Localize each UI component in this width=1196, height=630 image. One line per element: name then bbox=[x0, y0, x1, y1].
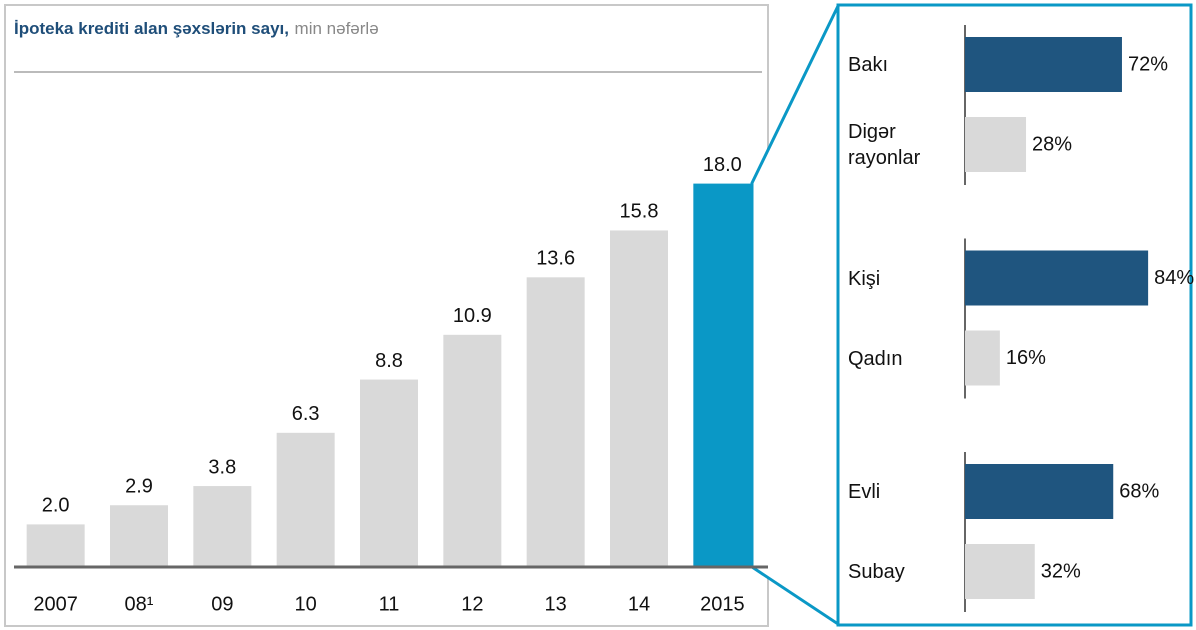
bar bbox=[965, 464, 1114, 519]
value-label: 28% bbox=[1032, 133, 1072, 155]
bar bbox=[526, 277, 585, 567]
category-label: Kişi bbox=[848, 267, 881, 290]
bar bbox=[965, 250, 1149, 306]
x-tick-label: 09 bbox=[211, 593, 233, 615]
x-tick-label: 10 bbox=[295, 593, 317, 615]
bar bbox=[965, 544, 1035, 599]
value-label: 3.8 bbox=[208, 456, 236, 478]
subtitle: min nəfərlə bbox=[295, 19, 379, 38]
value-label: 8.8 bbox=[375, 350, 403, 372]
bar bbox=[965, 330, 1000, 386]
category-label: Subay bbox=[848, 561, 905, 583]
category-label: Digər rayonlar bbox=[848, 121, 921, 169]
bar bbox=[965, 117, 1027, 172]
x-tick-label: 14 bbox=[628, 593, 650, 615]
value-label: 15.8 bbox=[620, 201, 659, 223]
chart-title: İpoteka krediti alan şəxslərin sayı, min… bbox=[14, 18, 379, 40]
bar bbox=[693, 183, 752, 567]
bar bbox=[443, 334, 502, 567]
bar bbox=[360, 379, 418, 567]
x-tick-label: 12 bbox=[461, 593, 483, 615]
bar bbox=[610, 230, 668, 567]
title: İpoteka krediti alan şəxslərin sayı, bbox=[14, 19, 289, 38]
bar bbox=[26, 524, 85, 567]
right-panel bbox=[836, 3, 1193, 627]
value-label: 16% bbox=[1006, 347, 1046, 369]
bar bbox=[276, 432, 335, 567]
value-label: 68% bbox=[1119, 480, 1159, 502]
value-label: 10.9 bbox=[453, 305, 492, 327]
value-label: 6.3 bbox=[292, 403, 320, 425]
bar bbox=[965, 37, 1122, 92]
value-label: 13.6 bbox=[536, 248, 575, 270]
category-label: Bakı bbox=[848, 54, 889, 76]
x-tick-label: 11 bbox=[379, 593, 400, 615]
x-tick-label: 2007 bbox=[33, 593, 78, 615]
value-label: 32% bbox=[1041, 560, 1081, 582]
x-tick-label: 2015 bbox=[700, 593, 745, 615]
value-label: 18.0 bbox=[703, 154, 742, 176]
category-label: Qadın bbox=[848, 347, 903, 370]
value-label: 2.9 bbox=[125, 476, 153, 498]
bar bbox=[193, 486, 252, 567]
x-tick-label: 13 bbox=[545, 593, 567, 615]
value-label: 72% bbox=[1128, 53, 1168, 75]
value-label: 2.0 bbox=[42, 495, 70, 517]
value-label: 84% bbox=[1154, 267, 1194, 289]
x-tick-label: 08¹ bbox=[125, 593, 154, 615]
category-label: Evli bbox=[848, 481, 881, 503]
connector bbox=[750, 5, 840, 627]
bar bbox=[110, 505, 168, 567]
